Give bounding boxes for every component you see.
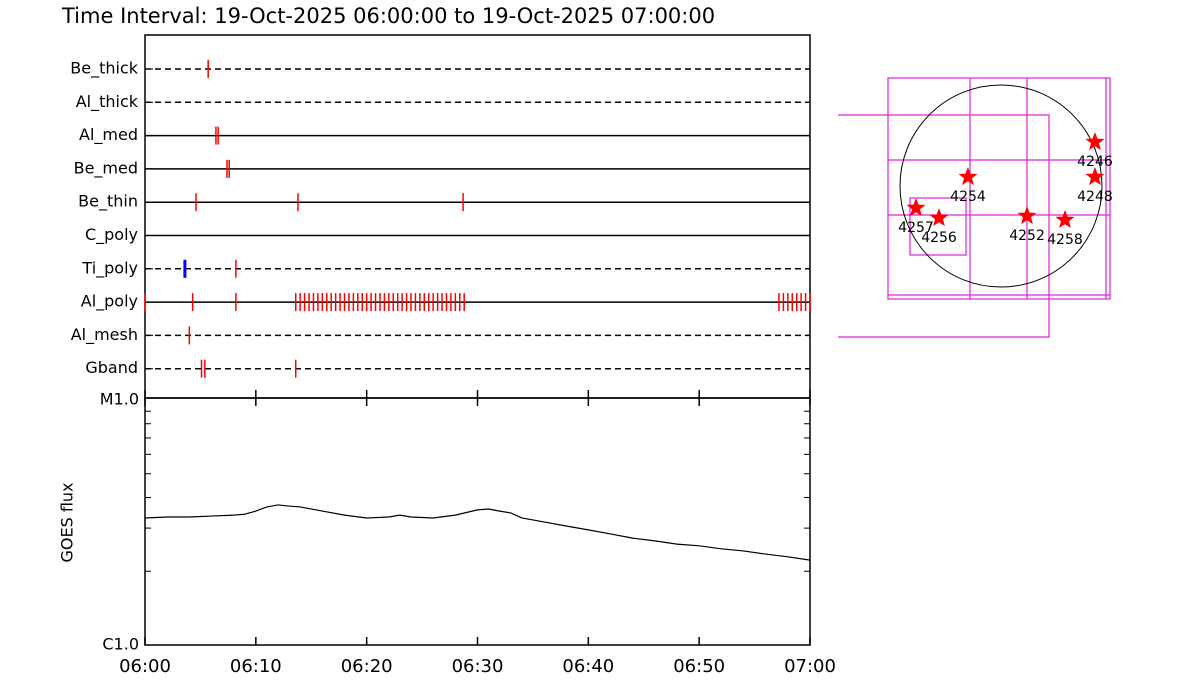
x-tick-label: 06:20 [341, 656, 393, 677]
region-label: 4257 [898, 220, 934, 236]
x-tick-label: 06:30 [452, 656, 504, 677]
filter-label: C_poly [85, 225, 138, 245]
solar-limb [899, 84, 1103, 288]
filter-label: Al_med [79, 125, 138, 145]
filter-label: Al_mesh [71, 325, 138, 345]
x-tick-label: 07:00 [784, 656, 836, 677]
x-tick-label: 06:10 [230, 656, 282, 677]
active-region [1055, 210, 1075, 228]
chart-title: Time Interval: 19-Oct-2025 06:00:00 to 1… [61, 4, 715, 28]
filter-label: Al_thick [76, 92, 139, 112]
y-axis-label: GOES flux [58, 482, 77, 562]
filter-label: Al_poly [81, 292, 138, 312]
x-tick-label: 06:40 [562, 656, 614, 677]
x-tick-label: 06:50 [673, 656, 725, 677]
map-grid [838, 77, 1111, 338]
filter-label: Be_med [74, 158, 138, 178]
active-region [958, 167, 978, 186]
goes-frame [144, 397, 811, 646]
timeline-frame [144, 34, 811, 399]
filter-label: Be_thin [78, 192, 138, 212]
region-label: 4258 [1047, 232, 1083, 248]
region-label: 4248 [1077, 189, 1113, 205]
goes-curve [144, 504, 811, 561]
active-region [929, 208, 949, 227]
filter-label: Ti_poly [81, 258, 138, 278]
region-label: 4254 [950, 189, 986, 205]
y-tick-label: M1.0 [100, 390, 139, 409]
active-region [906, 198, 926, 217]
x-tick-label: 06:00 [119, 656, 171, 677]
active-region [1085, 132, 1105, 151]
region-label: 4246 [1077, 154, 1113, 170]
region-label: 4252 [1009, 228, 1045, 244]
active-region [1085, 167, 1105, 186]
filter-label: Be_thick [70, 59, 138, 79]
y-tick-label: C1.0 [102, 635, 139, 654]
active-region [1017, 206, 1037, 225]
filter-label: Gband [85, 358, 138, 377]
region-label: 4256 [921, 230, 957, 246]
